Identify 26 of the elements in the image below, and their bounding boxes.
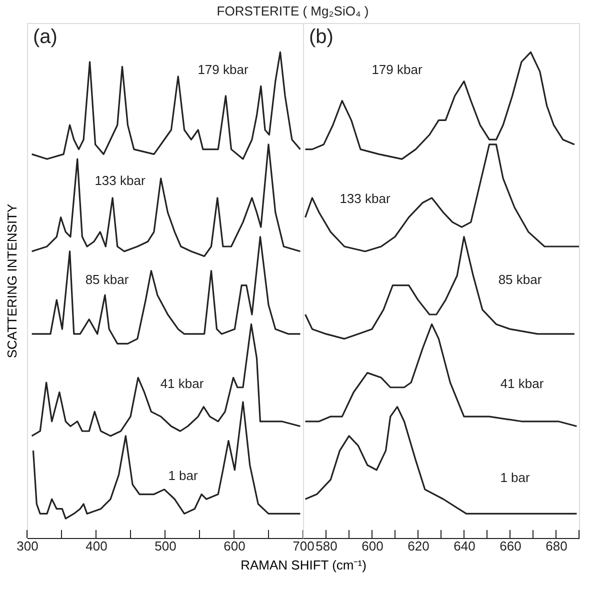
x-tick-label: 680 (546, 538, 568, 554)
x-tick-label: 700 (292, 538, 314, 554)
series-label: 1 bar (168, 468, 198, 483)
x-tick-label: 500 (154, 538, 176, 554)
y-axis-title: SCATTERING INTENSITY (4, 204, 20, 358)
chart-title: FORSTERITE ( Mg₂SiO₄ ) (216, 4, 369, 18)
series-label: 41 kbar (160, 376, 204, 391)
text: 179 kbar (372, 62, 423, 77)
series-label: 179 kbar (198, 62, 249, 77)
text: (a) (33, 26, 58, 48)
x-tick-label: 600 (224, 538, 246, 554)
x-tick-label: 600 (362, 538, 384, 554)
series-label: 133 kbar (340, 191, 391, 206)
text: (b) (309, 26, 334, 48)
x-tick-label: 300 (16, 538, 38, 554)
text: 41 kbar (500, 376, 544, 391)
series-label: 133 kbar (94, 173, 146, 188)
x-tick-label: 620 (408, 538, 430, 554)
x-tick-label: 580 (316, 538, 338, 554)
x-tick-label: 660 (500, 538, 522, 554)
series-label: 85 kbar (498, 272, 542, 287)
x-tick-label: 400 (86, 538, 108, 554)
text: 1 bar (500, 470, 530, 485)
series-label: 85 kbar (85, 272, 130, 287)
x-axis-title: RAMAN SHIFT (cm⁻¹) (240, 558, 366, 572)
x-tick-label: 640 (454, 538, 476, 554)
